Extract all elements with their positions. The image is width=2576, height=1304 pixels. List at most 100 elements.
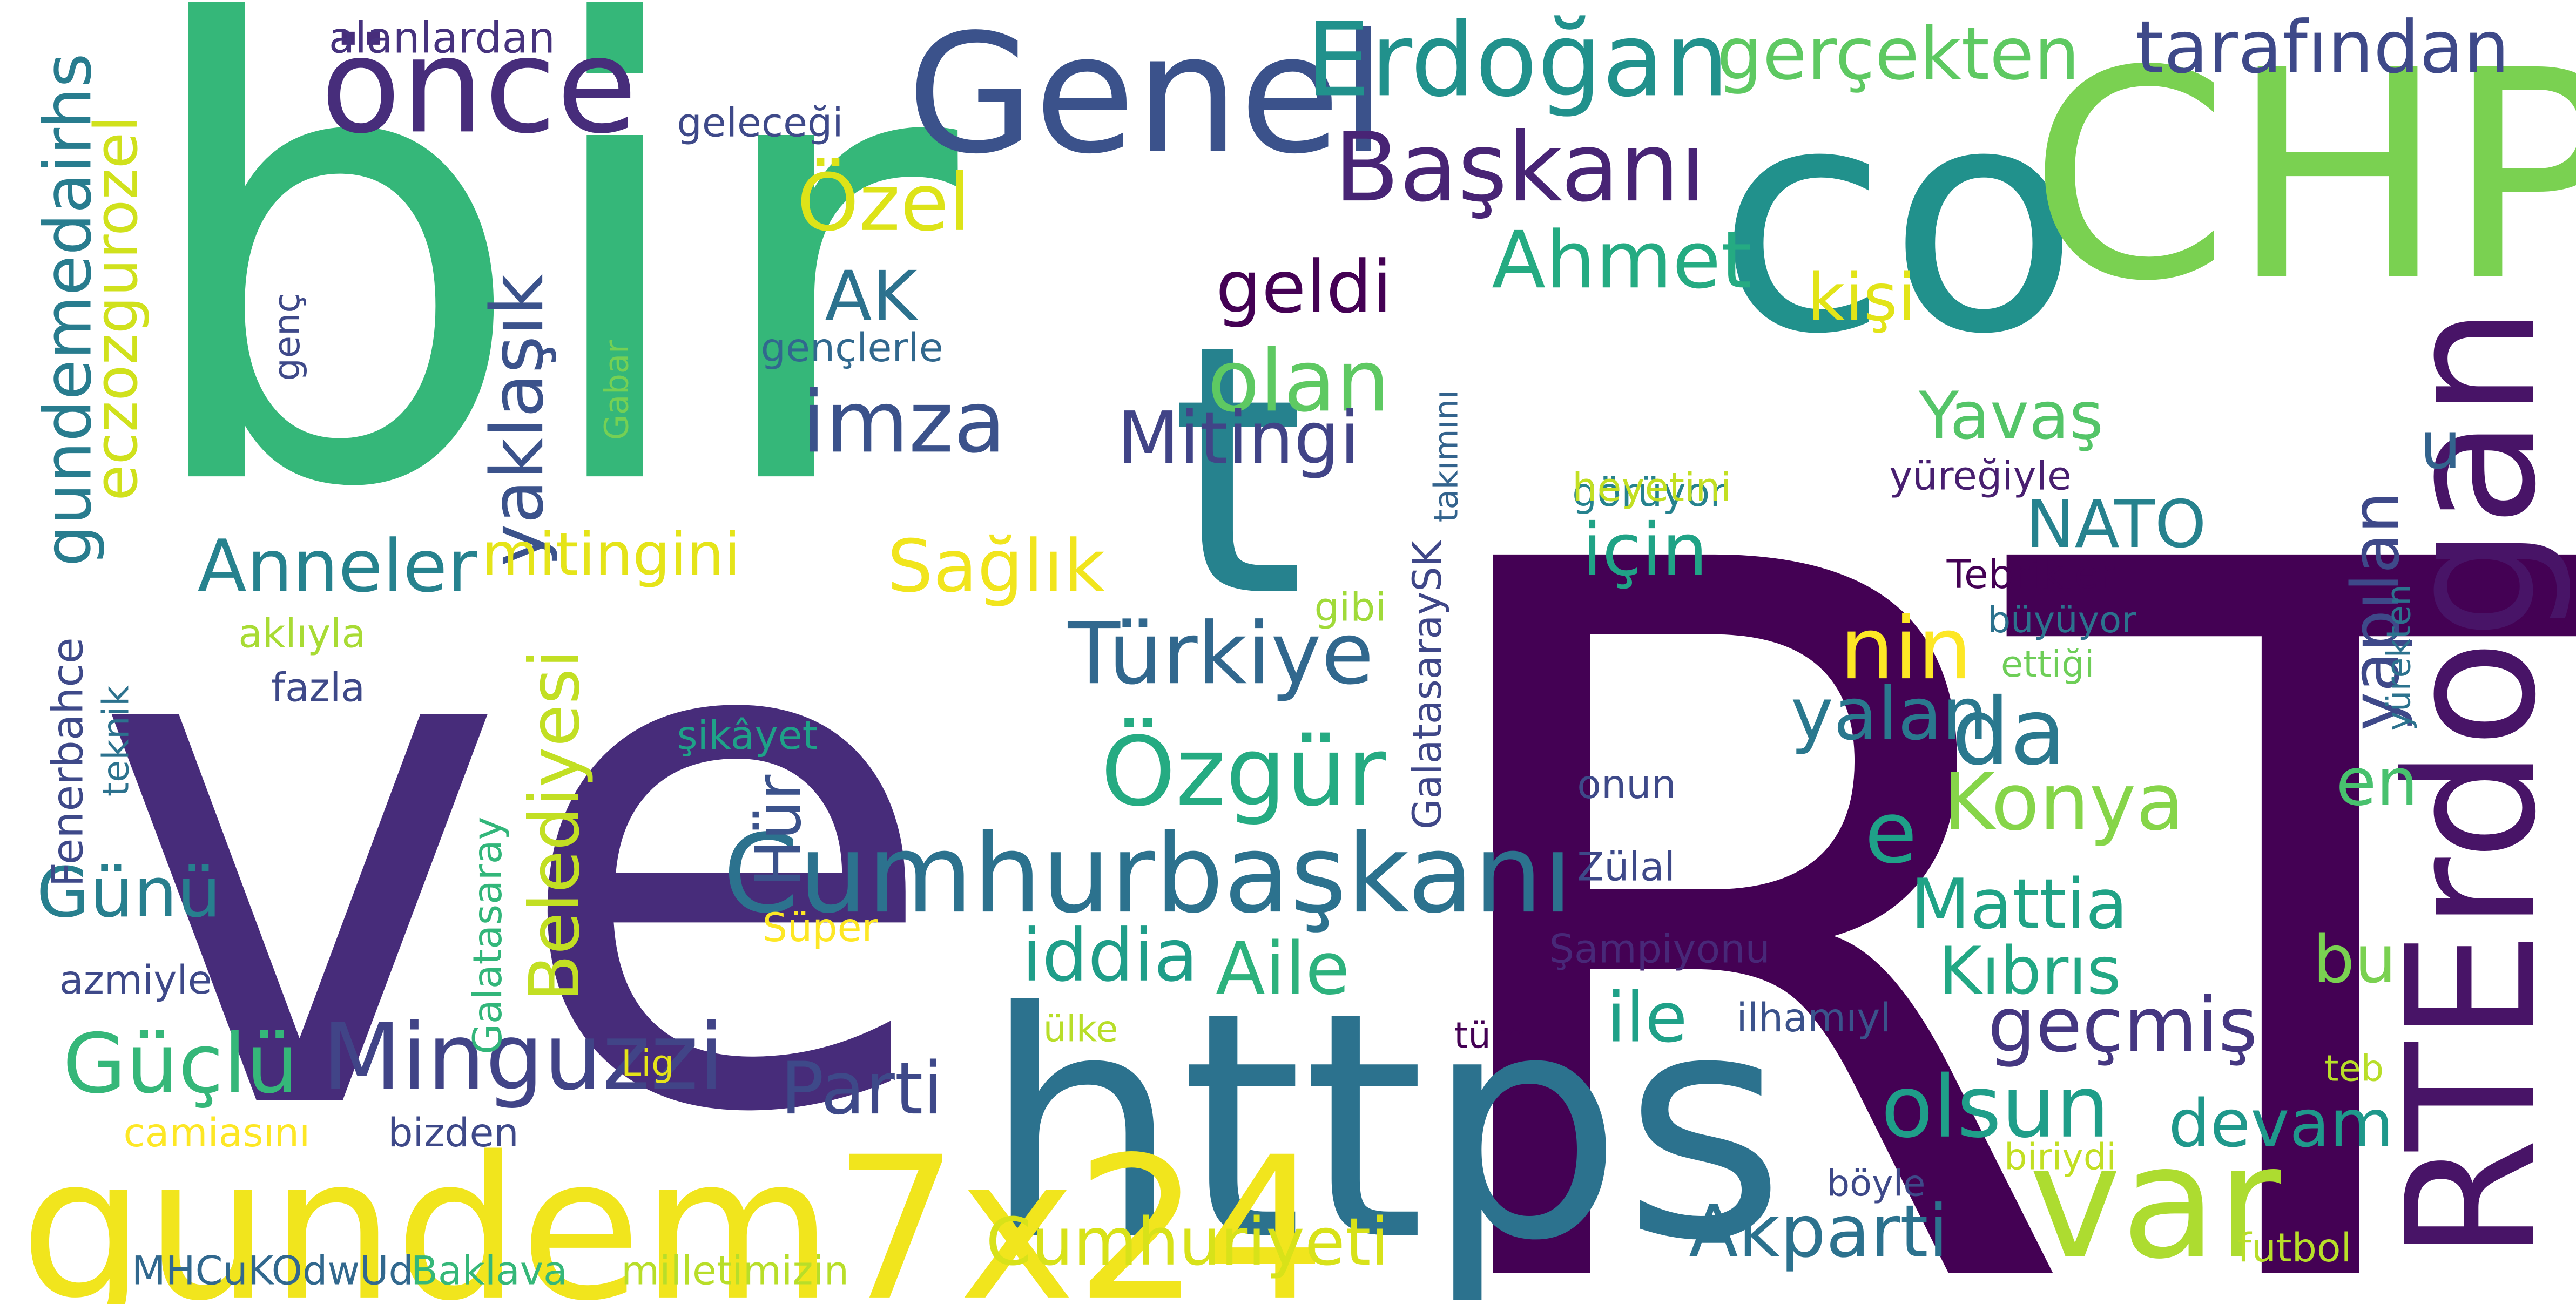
word-52: ile xyxy=(1607,977,1688,1058)
word-66: takımını xyxy=(1427,390,1465,522)
word-63: gençlerle xyxy=(761,325,943,371)
word-8: gundem7x24 xyxy=(20,1115,1326,1304)
word-62: geleceği xyxy=(677,100,844,146)
word-50: mitingini xyxy=(482,520,741,589)
word-46: Kıbrıs xyxy=(1938,933,2121,1009)
word-93: bizden xyxy=(388,1110,518,1156)
word-65: Gabar xyxy=(598,340,636,440)
word-20: Özel xyxy=(797,157,971,249)
word-35: geldi xyxy=(1216,245,1392,329)
word-95: biriydi xyxy=(2004,1136,2116,1178)
word-58: bu xyxy=(2313,921,2396,998)
word-61: alanlardan xyxy=(329,13,555,63)
word-6: Genel xyxy=(907,0,1386,190)
word-59: en xyxy=(2336,744,2418,820)
word-14: Başkanı xyxy=(1334,112,1706,223)
word-7: önce xyxy=(321,10,638,163)
word-24: geçmiş xyxy=(1988,981,2258,1069)
word-73: büyüyor xyxy=(1988,599,2136,641)
word-69: görüyor xyxy=(1572,470,1726,516)
word-57: e xyxy=(1865,783,1917,883)
word-41: gundemedairhs xyxy=(30,53,106,567)
word-34: Mattia xyxy=(1911,864,2128,944)
word-86: azmiyle xyxy=(59,957,212,1003)
word-96: MHCuKOdwUd xyxy=(132,1248,414,1294)
word-89: tüm xyxy=(1454,1015,1526,1057)
word-16: gerçekten xyxy=(1717,12,2080,96)
word-42: eczozgurozel xyxy=(82,116,151,501)
word-12: Erdoğan xyxy=(1306,1,1729,119)
word-88: ülke xyxy=(1043,1008,1118,1050)
word-91: teb xyxy=(2324,1047,2384,1089)
word-51: yapılan xyxy=(2337,491,2414,731)
word-38: iddia xyxy=(1022,914,1198,998)
word-5: CHP xyxy=(2029,9,2576,344)
word-76: gibi xyxy=(1314,585,1386,631)
word-36: yaklaşık xyxy=(475,274,559,567)
word-81: şikâyet xyxy=(677,713,818,759)
word-29: Mitingi xyxy=(1117,396,1360,481)
word-25: Konya xyxy=(1944,756,2184,848)
word-82: onun xyxy=(1577,762,1676,808)
word-3: https xyxy=(982,946,1785,1304)
word-80: teknik xyxy=(95,685,137,796)
word-70: heyetini xyxy=(1572,465,1731,511)
word-21: Türkiye xyxy=(1067,604,1374,704)
word-15: Özgür xyxy=(1101,716,1386,827)
word-99: futbol xyxy=(2237,1225,2352,1271)
word-72: Tebrikler xyxy=(1946,552,2115,598)
word-2: RT xyxy=(1397,359,2576,1304)
word-32: Sağlık xyxy=(887,524,1105,609)
word-75: yürekten xyxy=(2380,585,2418,731)
word-94: böyle xyxy=(1827,1162,1926,1204)
word-74: ettiği xyxy=(2001,643,2094,685)
word-56: AK xyxy=(825,256,919,337)
word-39: Cumhuriyeti xyxy=(986,1204,1389,1280)
word-48: Günü xyxy=(36,853,221,933)
word-47: devam xyxy=(2168,1085,2393,1162)
word-26: imza xyxy=(802,373,1006,472)
word-54: Hür xyxy=(743,774,815,887)
word-68: Galatasaray xyxy=(465,816,511,1054)
word-49: için xyxy=(1582,508,1708,592)
word-1: ve xyxy=(91,445,943,1267)
word-30: Akparti xyxy=(1689,1190,1948,1274)
word-31: Anneler xyxy=(197,524,477,609)
word-43: Parti xyxy=(780,1046,943,1131)
word-22: olsun xyxy=(1881,1058,2110,1157)
word-60: u xyxy=(2420,407,2462,484)
word-19: Ahmet xyxy=(1492,214,1752,306)
word-27: Güçlü xyxy=(63,1016,298,1112)
word-83: Zülal xyxy=(1577,844,1675,890)
word-53: NATO xyxy=(2026,486,2207,563)
word-18: Minguzzi xyxy=(322,1004,724,1111)
word-9: RTErdogan xyxy=(2369,306,2575,1261)
word-84: Süper xyxy=(763,905,878,951)
word-40: Belediyesi xyxy=(515,649,595,1002)
word-97: Baklava xyxy=(411,1248,568,1294)
word-77: aklıyla xyxy=(238,611,366,657)
word-0: bir xyxy=(132,0,965,624)
word-44: yalan xyxy=(1791,672,1988,756)
word-13: Cumhurbaşkanı xyxy=(723,812,1573,937)
word-92: camiasını xyxy=(124,1110,311,1156)
word-64: genç xyxy=(266,293,308,381)
word-37: Aile xyxy=(1216,927,1350,1011)
word-79: Fenerbahce xyxy=(43,637,92,887)
word-71: yüreğiyle xyxy=(1889,453,2072,499)
word-55: kişi xyxy=(1807,259,1916,336)
word-87: Lig xyxy=(621,1042,674,1084)
word-90: ilhamıyl xyxy=(1736,995,1891,1041)
word-4: co xyxy=(1717,39,2079,402)
word-10: var xyxy=(2029,1112,2283,1294)
word-23: da xyxy=(1952,679,2066,786)
word-98: milletimizin xyxy=(621,1248,849,1294)
word-28: olan xyxy=(1208,332,1390,431)
word-67: GalatasaraySK xyxy=(1405,539,1451,829)
word-78: fazla xyxy=(271,665,365,711)
word-33: nin xyxy=(1840,599,1972,699)
word-17: tarafından xyxy=(2135,5,2509,90)
word-11: t xyxy=(1170,271,1305,673)
